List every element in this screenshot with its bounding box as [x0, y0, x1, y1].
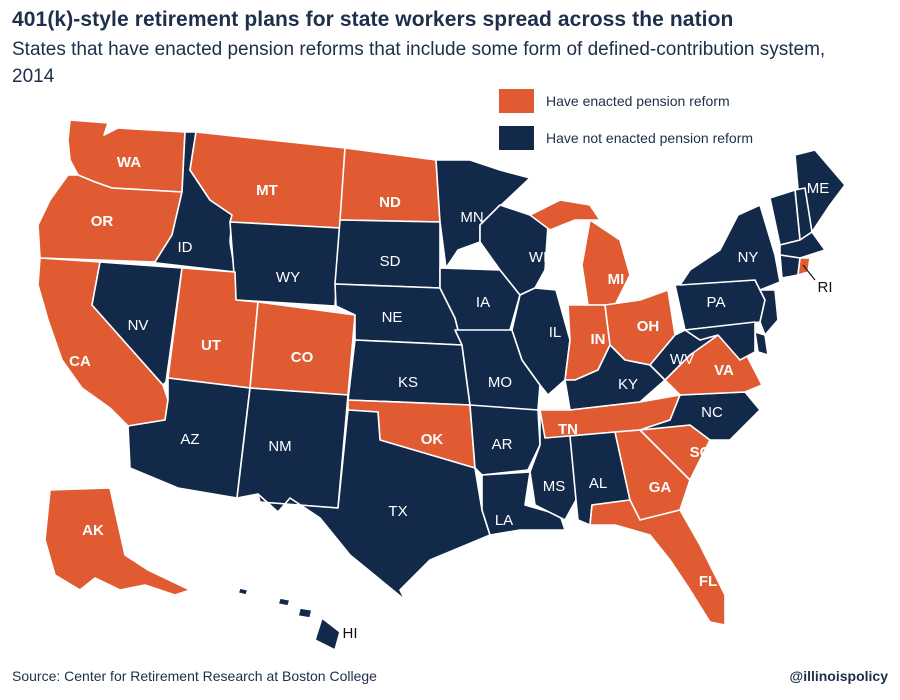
state-label-ga: GA [649, 479, 672, 496]
state-nj [759, 289, 779, 336]
state-label-or: OR [91, 213, 114, 230]
state-label-ne: NE [382, 309, 403, 326]
state-label-sd: SD [380, 253, 401, 270]
legend-item-enacted: Have enacted pension reform [499, 88, 753, 114]
state-label-ak: AK [82, 522, 104, 539]
state-label-ms: MS [543, 478, 566, 495]
state-label-nv: NV [128, 317, 149, 334]
state-label-az: AZ [180, 431, 199, 448]
legend-swatch-enacted [499, 89, 534, 113]
state-label-ca: CA [69, 353, 91, 370]
state-label-ok: OK [421, 431, 444, 448]
state-label-la: LA [495, 512, 513, 529]
state-label-me: ME [807, 180, 830, 197]
state-label-in: IN [591, 331, 606, 348]
state-ny [679, 204, 781, 291]
legend: Have enacted pension reform Have not ena… [499, 88, 753, 162]
state-wi [479, 204, 549, 296]
state-label-mo: MO [488, 374, 512, 391]
source-note: Source: Center for Retirement Research a… [12, 668, 377, 684]
state-ar [469, 404, 541, 476]
state-label-oh: OH [637, 318, 660, 335]
state-label-ks: KS [398, 374, 418, 391]
state-hi-part3 [237, 587, 249, 596]
state-nc [639, 391, 761, 441]
legend-swatch-not-enacted [499, 126, 534, 150]
page-subtitle: States that have enacted pension reforms… [12, 39, 826, 87]
state-wy [229, 221, 341, 307]
state-label-il: IL [549, 324, 562, 341]
ri-leader-line [802, 264, 816, 281]
state-label-wy: WY [276, 269, 300, 286]
state-md [684, 321, 756, 361]
state-label-mi: MI [608, 271, 625, 288]
state-label-ky: KY [618, 376, 638, 393]
state-label-id: ID [178, 239, 193, 256]
state-label-nd: ND [379, 194, 401, 211]
state-mi [581, 219, 631, 306]
state-hi-part2 [277, 597, 291, 607]
state-ak [44, 487, 191, 596]
brand-handle: @illinoispolicy [789, 668, 888, 684]
state-de [754, 331, 769, 356]
state-hi [314, 617, 341, 651]
state-ct [779, 254, 801, 279]
state-label-co: CO [291, 349, 314, 366]
state-label-nm: NM [268, 438, 291, 455]
state-label-mt: MT [256, 182, 278, 199]
state-label-wv: WV [670, 351, 694, 368]
state-label-ia: IA [476, 294, 490, 311]
state-label-sc: SC [690, 444, 711, 461]
state-ks [347, 339, 471, 406]
state-label-va: VA [714, 362, 734, 379]
state-label-al: AL [589, 475, 607, 492]
legend-item-not-enacted: Have not enacted pension reform [499, 125, 753, 151]
state-mi-part1 [529, 199, 601, 231]
legend-label-not-enacted: Have not enacted pension reform [546, 130, 754, 146]
state-hi-part1 [297, 607, 313, 619]
state-label-ri: RI [818, 279, 833, 296]
state-vt [769, 189, 801, 246]
state-label-fl: FL [699, 573, 717, 590]
state-nm [236, 387, 349, 509]
legend-label-enacted: Have enacted pension reform [546, 93, 730, 109]
page-title: 401(k)-style retirement plans for state … [12, 8, 734, 31]
state-label-ut: UT [201, 337, 221, 354]
state-il [511, 287, 571, 396]
state-label-tn: TN [558, 421, 578, 438]
state-label-nc: NC [701, 404, 723, 421]
state-label-pa: PA [707, 294, 726, 311]
state-label-wi: WI [529, 249, 547, 266]
state-label-mn: MN [460, 209, 483, 226]
state-label-hi: HI [343, 625, 358, 642]
state-la [481, 471, 566, 536]
state-nv [91, 261, 183, 386]
state-label-ny: NY [738, 249, 759, 266]
state-tx [257, 409, 491, 601]
state-label-tx: TX [388, 503, 407, 520]
state-label-ar: AR [492, 436, 513, 453]
state-fl [589, 499, 726, 626]
state-label-wa: WA [117, 154, 141, 171]
